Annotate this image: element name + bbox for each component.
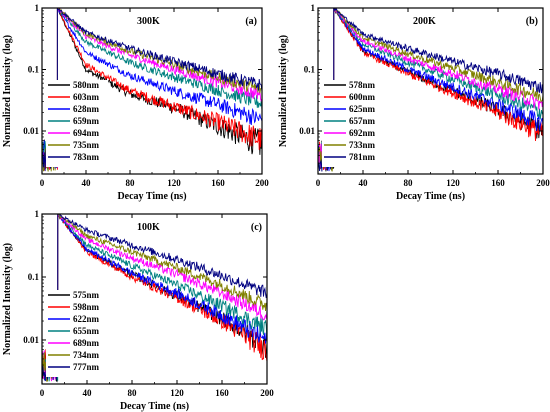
y-axis-label: Normalized Intensity (log) — [278, 35, 289, 147]
legend-label: 781nm — [349, 152, 376, 162]
legend-label: 777nm — [73, 362, 100, 372]
series-group — [318, 8, 543, 172]
temperature-label: 300K — [137, 16, 160, 27]
y-tick-label: 0.1 — [28, 272, 40, 282]
y-tick-label: 1 — [311, 3, 316, 13]
x-tick-label: 80 — [126, 178, 136, 188]
legend-label: 692nm — [349, 128, 376, 138]
series-line-622nm — [42, 214, 267, 381]
x-tick-label: 0 — [40, 388, 45, 398]
series-group — [42, 8, 262, 172]
legend-label: 735nm — [73, 140, 100, 150]
series-line-625nm — [318, 8, 543, 172]
panel-label: (b) — [526, 16, 538, 27]
legend-label: 655nm — [73, 326, 100, 336]
legend-label: 657nm — [349, 116, 376, 126]
series-line-783nm — [42, 8, 262, 172]
legend-label: 575nm — [73, 290, 100, 300]
series-line-692nm — [318, 8, 543, 171]
y-axis-label: Normalized Intensity (log) — [2, 243, 13, 355]
x-tick-label: 200 — [260, 388, 274, 398]
panel-b: 0 40 80 120 160 200 0.01 0.1 1 Decay Time (ns) Nor… — [278, 3, 550, 202]
legend-label: 783nm — [73, 152, 100, 162]
temperature-label: 200K — [413, 16, 436, 27]
series-line-734nm — [42, 214, 267, 382]
y-tick-label: 0.01 — [23, 335, 39, 345]
legend-label: 580nm — [73, 80, 100, 90]
series-line-628nm — [42, 8, 262, 170]
x-tick-label: 40 — [82, 178, 92, 188]
panel-c: 0 40 80 120 160 200 0.01 0.1 1 Decay Time (ns) Nor… — [2, 209, 274, 412]
legend-label: 659nm — [73, 116, 100, 126]
series-line-733nm — [318, 8, 543, 172]
panel-label: (c) — [251, 222, 262, 233]
x-tick-label: 80 — [404, 178, 414, 188]
legend-label: 734nm — [73, 350, 100, 360]
legend-label: 694nm — [73, 128, 100, 138]
legend-label: 628nm — [73, 104, 100, 114]
y-tick-label: 0.1 — [28, 65, 40, 75]
y-axis-label: Normalized Intensity (log) — [2, 35, 13, 147]
y-tick-label: 0.01 — [23, 126, 39, 136]
x-tick-label: 120 — [170, 388, 184, 398]
legend-label: 689nm — [73, 338, 100, 348]
series-line-603nm — [42, 8, 262, 171]
x-tick-label: 160 — [211, 178, 225, 188]
legend-label: 603nm — [73, 92, 100, 102]
x-axis-label: Decay Time (ns) — [120, 401, 189, 412]
x-tick-label: 120 — [167, 178, 181, 188]
legend-label: 578nm — [349, 80, 376, 90]
x-tick-label: 40 — [359, 178, 369, 188]
legend-background — [322, 80, 384, 167]
legend-label: 625nm — [349, 104, 376, 114]
x-tick-label: 160 — [491, 178, 505, 188]
legend: 580nm 603nm 628nm 659nm 694nm 735nm 783nm — [46, 80, 108, 167]
legend: 575nm 598nm 622nm 655nm 689nm 734nm 777nm — [46, 290, 108, 377]
y-tick-label: 0.1 — [304, 65, 316, 75]
series-line-781nm — [318, 8, 543, 172]
y-tick-label: 0.01 — [299, 126, 315, 136]
x-tick-label: 40 — [83, 388, 93, 398]
legend-label: 598nm — [73, 302, 100, 312]
x-tick-label: 160 — [215, 388, 229, 398]
x-tick-label: 80 — [128, 388, 138, 398]
x-axis-label: Decay Time (ns) — [117, 191, 186, 202]
legend-label: 733nm — [349, 140, 376, 150]
x-tick-label: 0 — [316, 178, 321, 188]
series-line-777nm — [42, 214, 267, 382]
x-tick-label: 200 — [536, 178, 550, 188]
y-tick-label: 1 — [35, 3, 40, 13]
series-line-689nm — [42, 214, 267, 382]
legend: 578nm 600nm 625nm 657nm 692nm 733nm 781nm — [322, 80, 384, 167]
temperature-label: 100K — [137, 222, 160, 233]
x-axis-label: Decay Time (ns) — [396, 191, 465, 202]
x-tick-label: 120 — [446, 178, 460, 188]
legend-background — [46, 80, 108, 167]
legend-label: 600nm — [349, 92, 376, 102]
series-group — [42, 214, 267, 383]
x-tick-label: 0 — [40, 178, 45, 188]
y-tick-label: 1 — [35, 209, 40, 219]
series-line-659nm — [42, 8, 262, 170]
x-tick-label: 200 — [255, 178, 269, 188]
panel-a: 0 40 80 120 160 200 0.01 0.1 1 Decay Time (ns) Nor… — [2, 3, 269, 202]
panel-label: (a) — [245, 16, 257, 27]
legend-label: 622nm — [73, 314, 100, 324]
legend-background — [46, 290, 108, 377]
